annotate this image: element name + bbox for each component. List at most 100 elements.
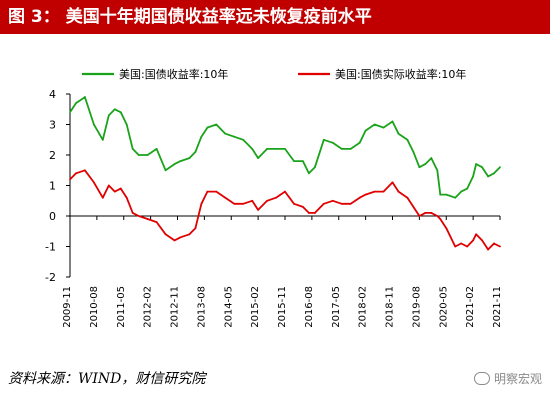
- series-1-point: [155, 148, 158, 150]
- series-1-point: [266, 148, 268, 150]
- series-1-point: [284, 148, 286, 150]
- series-1-point: [430, 157, 433, 159]
- series-line-2: [69, 169, 501, 251]
- series-1-point: [233, 135, 236, 138]
- series-2-point: [418, 215, 421, 217]
- series-2-point: [119, 187, 122, 190]
- x-tick-label: 2020-05: [438, 286, 449, 328]
- series-1-point: [439, 193, 442, 196]
- series-1-point: [322, 138, 325, 141]
- series-1-point: [75, 102, 77, 105]
- series-1-point: [406, 138, 409, 141]
- series-2-point: [137, 215, 140, 217]
- series-2-point: [284, 190, 286, 193]
- series-1-point: [373, 123, 376, 126]
- x-tick-label: 2018-02: [358, 286, 369, 328]
- series-2-point: [397, 190, 400, 193]
- x-tick-label: 2009-11: [62, 286, 73, 328]
- series-2-point: [331, 199, 334, 202]
- source-note: 资料来源：WIND，财信研究院: [8, 371, 206, 387]
- series-2-point: [233, 202, 236, 205]
- y-tick-label: 3: [49, 119, 56, 132]
- wechat-icon: [473, 372, 490, 385]
- series-2-point: [307, 212, 310, 214]
- series-1-point: [137, 154, 140, 156]
- y-tick-label: -2: [45, 271, 56, 284]
- legend-label-2: 美国:国债实际收益率:10年: [335, 67, 466, 81]
- series-1-point: [69, 111, 71, 114]
- series-1-point: [424, 163, 427, 166]
- series-1-point: [460, 190, 463, 193]
- series-1-point: [412, 151, 415, 153]
- series-2-point: [313, 212, 316, 214]
- series-1-point: [358, 141, 361, 144]
- series-2-point: [302, 205, 304, 208]
- x-tick-label: 2015-02: [250, 286, 261, 328]
- series-2-point: [125, 196, 128, 199]
- series-1-point: [251, 148, 254, 150]
- series-1-point: [173, 163, 176, 166]
- series-1-point: [179, 160, 182, 162]
- series-2-point: [92, 181, 95, 184]
- x-tick-label: 2012-02: [143, 286, 154, 328]
- series-2-point: [69, 178, 71, 181]
- series-1-point: [200, 135, 203, 138]
- series-2-point: [499, 245, 501, 248]
- series-1-point: [466, 187, 469, 190]
- series-1-point: [307, 172, 310, 175]
- series-2-point: [164, 233, 167, 236]
- series-2-point: [107, 184, 110, 187]
- y-tick-label: 0: [49, 210, 56, 223]
- legend-label-1: 美国:国债收益率:10年: [119, 67, 228, 81]
- x-tick-label: 2014-05: [223, 286, 234, 328]
- series-2-point: [188, 233, 191, 236]
- series-2-point: [293, 202, 295, 205]
- series-1-point: [242, 138, 245, 141]
- x-tick-label: 2013-08: [196, 286, 207, 328]
- y-tick-label: 4: [49, 88, 56, 101]
- series-1-point: [164, 169, 167, 172]
- series-2-point: [200, 202, 203, 205]
- series-1-point: [194, 151, 197, 153]
- series-1-point: [364, 129, 367, 132]
- series-2-point: [215, 190, 218, 193]
- series-1-point: [84, 96, 86, 98]
- x-tick-label: 2018-11: [385, 286, 396, 328]
- series-2-point: [349, 202, 352, 205]
- x-tick-label: 2017-05: [331, 286, 342, 328]
- series-1-point: [206, 126, 209, 129]
- series-2-point: [430, 212, 433, 214]
- series-2-point: [454, 245, 457, 248]
- x-tick-label: 2021-11: [492, 286, 503, 328]
- series-2-point: [251, 199, 254, 202]
- series-2-point: [373, 190, 376, 193]
- series-2-point: [194, 227, 197, 230]
- chart-title: 美国十年期国债收益率远未恢复疫前水平: [65, 7, 372, 27]
- x-tick-label: 2010-08: [89, 286, 100, 328]
- series-1-point: [107, 114, 110, 117]
- series-1-point: [92, 123, 95, 126]
- series-1-point: [499, 166, 501, 169]
- series-1-point: [119, 111, 122, 114]
- series-2-point: [439, 218, 442, 220]
- x-tick-label: 2016-08: [304, 286, 315, 328]
- series-2-point: [340, 202, 343, 205]
- x-tick-label: 2019-08: [411, 286, 422, 328]
- series-2-point: [266, 199, 268, 202]
- series-1-point: [391, 120, 394, 123]
- series-1-point: [113, 108, 116, 111]
- series-1-point: [436, 169, 439, 172]
- watermark: 明察宏观: [473, 370, 542, 387]
- series-2-point: [445, 227, 448, 230]
- series-2-point: [412, 205, 415, 208]
- watermark-text: 明察宏观: [493, 372, 542, 386]
- series-1-point: [313, 166, 316, 169]
- series-1-point: [146, 154, 149, 156]
- series-2-point: [206, 190, 209, 193]
- y-tick-label: -1: [45, 241, 56, 254]
- series-2-point: [466, 245, 469, 248]
- line-chart: 4 3 2 1 0 -1 -2 2009-11 2010-08 2011-05 2012-02 201…: [45, 67, 503, 328]
- series-1-point: [302, 160, 304, 162]
- series-2-point: [406, 196, 409, 199]
- series-2-point: [101, 196, 104, 199]
